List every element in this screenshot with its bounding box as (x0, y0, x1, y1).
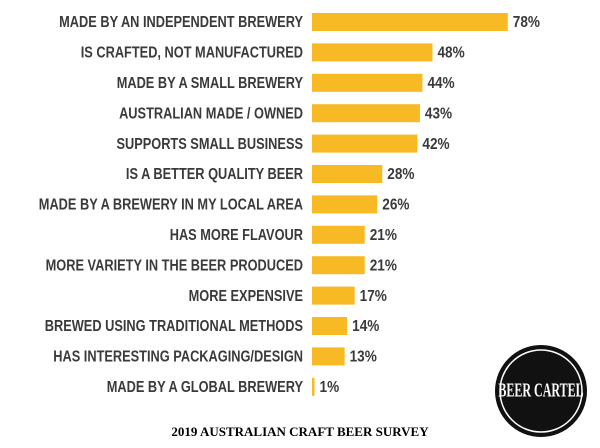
category-label: IS CRAFTED, NOT MANUFACTURED (81, 44, 303, 62)
bar (312, 377, 315, 396)
category-label: IS A BETTER QUALITY BEER (126, 166, 304, 184)
bar (312, 347, 345, 366)
logo-badge (495, 345, 587, 437)
value-label: 17% (360, 288, 387, 305)
category-label: MADE BY A SMALL BREWERY (117, 75, 304, 93)
bar (312, 43, 433, 62)
value-label: 13% (350, 349, 377, 366)
value-label: 48% (437, 45, 464, 62)
bar (312, 256, 365, 275)
bar (312, 104, 420, 123)
bar (312, 225, 365, 244)
bar (312, 195, 378, 214)
value-label: 78% (513, 14, 540, 31)
bar (312, 165, 383, 183)
bar (312, 134, 418, 153)
category-label: BREWED USING TRADITIONAL METHODS (45, 318, 304, 336)
value-label: 1% (320, 379, 340, 396)
value-label: 14% (352, 318, 379, 335)
category-label: SUPPORTS SMALL BUSINESS (116, 136, 303, 154)
category-label: MADE BY AN INDEPENDENT BREWERY (59, 14, 303, 32)
category-label: MADE BY A GLOBAL BREWERY (107, 379, 304, 397)
category-label: MORE VARIETY IN THE BEER PRODUCED (46, 257, 303, 275)
value-label: 44% (427, 75, 454, 92)
bar (312, 286, 355, 305)
value-label: 26% (382, 197, 409, 214)
chart-title: 2019 AUSTRALIAN CRAFT BEER SURVEY (171, 424, 429, 439)
logo-ring (499, 349, 583, 433)
value-label: 42% (422, 136, 449, 153)
bar (312, 317, 348, 335)
value-label: 28% (387, 166, 414, 183)
value-label: 43% (425, 105, 452, 122)
category-label: MORE EXPENSIVE (189, 288, 304, 306)
bar (312, 13, 508, 31)
bar (312, 73, 423, 92)
category-label: AUSTRALIAN MADE / OWNED (119, 105, 303, 123)
value-label: 21% (370, 227, 397, 244)
logo-text: BEER CARTEL (498, 380, 583, 402)
category-label: HAS MORE FLAVOUR (170, 227, 304, 245)
category-label: MADE BY A BREWERY IN MY LOCAL AREA (39, 196, 304, 214)
category-label: HAS INTERESTING PACKAGING/DESIGN (53, 348, 303, 366)
logo: BEER CARTEL (495, 345, 587, 437)
value-label: 21% (370, 257, 397, 274)
